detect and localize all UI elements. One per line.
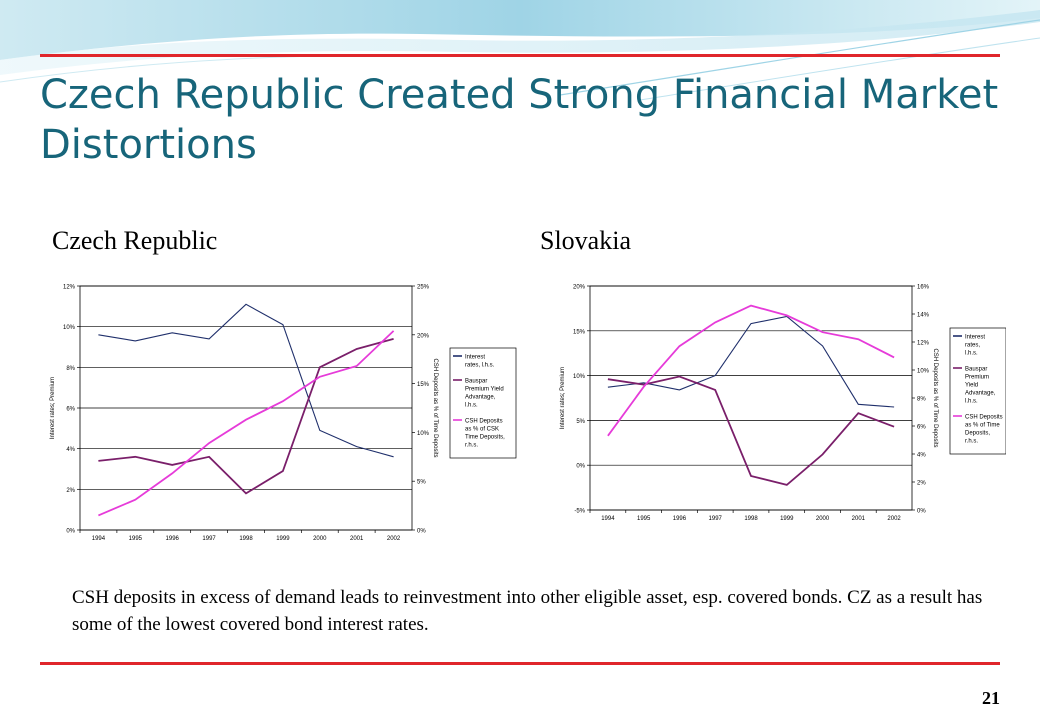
y-tick-label: -5% [574,509,585,515]
series-line-3 [607,304,895,437]
x-tick-label: 2000 [313,536,327,542]
y2-tick-label: 20% [417,333,430,339]
x-tick-label: 1998 [744,516,758,522]
x-tick-label: 1994 [601,516,615,522]
y2-tick-label: 6% [917,425,926,431]
x-tick-label: 2001 [350,536,364,542]
y2-tick-label: 15% [417,382,430,388]
slide-title: Czech Republic Created Strong Financial … [40,72,999,168]
top-rule [40,54,1000,57]
legend-label-2: Bauspar Premium Yield Advantage, l.h.s. [965,367,996,405]
plot-frame [589,285,913,511]
legend-label-1: Interest rates, l.h.s. [965,335,985,357]
x-tick-label: 2002 [387,536,401,542]
czech-chart: 0% 2% 4% 6% 8% 10% 12% 0% 5% 10% 15% 20% 25% 1994 1995… [50,285,517,542]
x-tick-label: 1999 [780,516,794,522]
slovakia-chart: -5% 0% 5% 10% 15% 20% 0% 2% 4% 6% 8% 10% 12% 14% 16% 19… [560,285,1006,522]
series-line-1 [607,315,895,408]
legend-label-3: CSH Deposits as % of CSK Time Deposits, r.h… [465,419,505,449]
x-tick-label: 1995 [129,536,143,542]
chart-heading-slovakia: Slovakia [540,226,631,255]
y2-tick-label: 25% [417,285,430,291]
y-tick-label: 4% [66,447,75,453]
y-tick-label: 6% [66,407,75,413]
x-tick-label: 2002 [887,516,901,522]
y-tick-label: 8% [66,366,75,372]
legend-label-1: Interest rates, l.h.s. [465,355,495,369]
y-tick-label: 15% [573,329,586,335]
x-tick-label: 1997 [709,516,723,522]
y-tick-label: 0% [66,529,75,535]
bottom-rule [40,662,1000,665]
y2-tick-label: 8% [917,397,926,403]
y2-tick-label: 10% [417,431,430,437]
y-tick-label: 5% [576,419,585,425]
series-line-2 [98,338,394,495]
series-line-3 [98,330,395,517]
y-tick-label: 2% [66,488,75,494]
y-tick-label: 12% [63,285,76,291]
y2-tick-label: 14% [917,313,930,319]
legend-label-3: CSH Deposits as % of Time Deposits, r.h.s. [965,415,1003,445]
y-tick-label: 20% [573,285,586,291]
plot-frame [79,285,413,531]
x-tick-label: 2000 [816,516,830,522]
y2-tick-label: 2% [917,481,926,487]
y-axis-title: Interest rates; Premium [560,367,566,429]
x-tick-label: 1998 [239,536,253,542]
x-tick-label: 1996 [673,516,687,522]
y2-tick-label: 0% [917,509,926,515]
y-tick-label: 10% [573,374,586,380]
x-tick-label: 1995 [637,516,651,522]
x-tick-label: 1999 [276,536,290,542]
y2-tick-label: 10% [917,369,930,375]
y-tick-label: 10% [63,325,76,331]
y2-axis-title: CSH Deposits as % of Time Deposits [932,348,938,447]
x-tick-label: 1994 [92,536,106,542]
chart-heading-czech: Czech Republic [52,226,218,255]
y2-axis-title: CSH Deposits as % of Time Deposits [432,358,438,457]
page-number: 21 [982,688,1000,708]
x-tick-label: 1996 [166,536,180,542]
legend-label-2: Bauspar Premium Yield Advantage, l.h.s. [465,379,504,409]
x-tick-label: 1997 [202,536,216,542]
series-line-2 [607,375,895,486]
y-axis-title: Interest rates; Premium [50,377,56,439]
slide-caption: CSH deposits in excess of demand leads t… [72,587,983,635]
y-tick-label: 0% [576,464,585,470]
y2-tick-label: 5% [417,480,426,486]
x-tick-label: 2001 [852,516,866,522]
series-line-1 [98,303,394,458]
y2-tick-label: 12% [917,341,930,347]
legend-box [449,347,517,459]
y2-tick-label: 0% [417,529,426,535]
y2-tick-label: 16% [917,285,930,291]
legend-box [949,327,1006,455]
y2-tick-label: 4% [917,453,926,459]
